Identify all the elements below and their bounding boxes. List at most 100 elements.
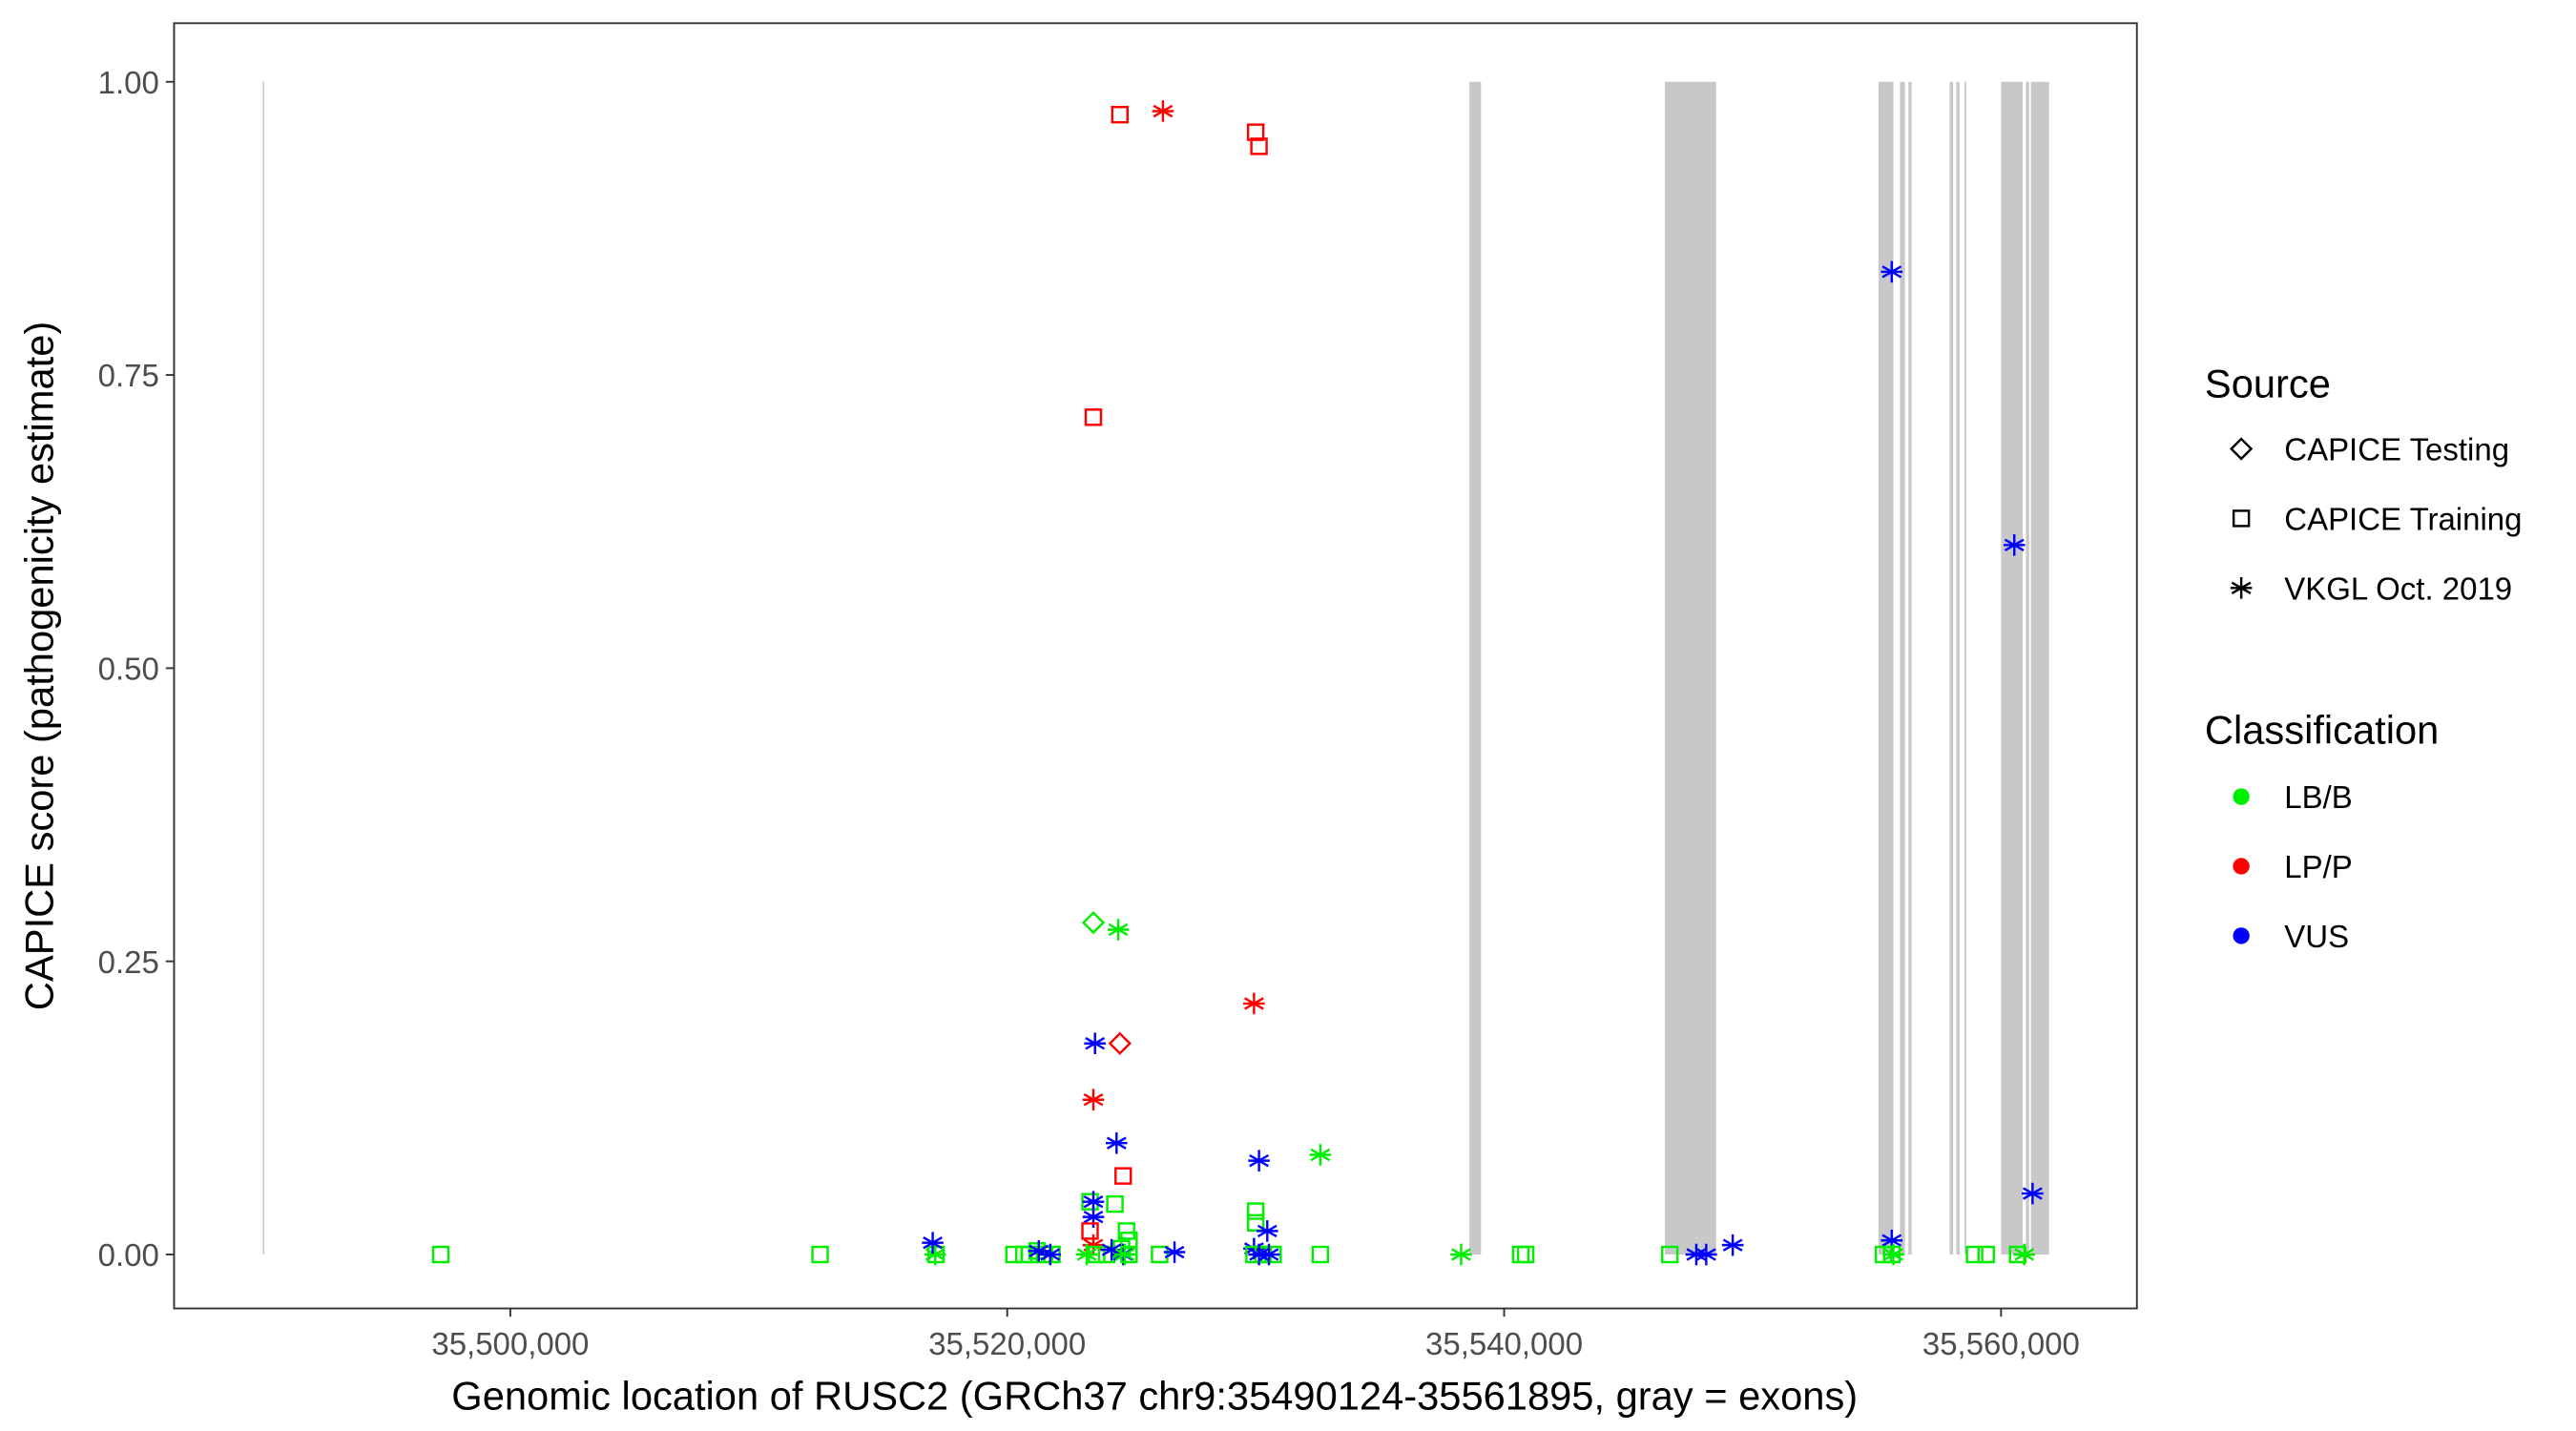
data-point [1250,137,1268,156]
data-point [1106,1131,1128,1154]
y-tick-label: 0.75 [98,358,159,393]
data-point [924,1243,946,1266]
square-marker [1106,1194,1124,1213]
data-point [1084,408,1103,426]
y-tick-label: 1.00 [98,65,159,100]
data-point [1108,1031,1132,1055]
exon-bands [262,81,2049,1255]
square-marker [1311,1245,1330,1264]
data-point [1082,1206,1105,1228]
square-marker [1005,1245,1023,1264]
square-marker [1246,1213,1265,1232]
data-point [1977,1245,1995,1264]
exon-band [1964,81,1966,1255]
legend: Source CAPICE Testing CAPICE Training VKGL… [2205,362,2523,954]
exon-band [2030,81,2049,1255]
legend-source-key [2230,577,2253,599]
data-point [1082,1089,1105,1111]
legend-source-title: Source [2205,362,2331,406]
exon-band [1900,81,1905,1255]
exon-band [262,81,265,1255]
data-point [1248,1150,1270,1172]
square-marker [1114,1167,1132,1185]
data-point [1081,910,1106,935]
legend-class-key [2233,858,2250,875]
data-point [1106,1194,1124,1213]
legend-source-label: VKGL Oct. 2019 [2284,570,2512,606]
legend-class-label: VUS [2284,919,2349,954]
data-point [922,1232,944,1254]
square-marker [1111,105,1129,124]
legend-class-key [2233,788,2250,805]
legend-classification-title: Classification [2205,708,2439,753]
data-point [1151,1245,1169,1264]
data-point [1039,1243,1062,1266]
exon-band [2025,81,2029,1255]
data-point [1246,1202,1265,1220]
exon-band [1949,81,1954,1255]
data-point [2003,534,2025,556]
square-marker [811,1245,829,1264]
data-point [1075,1243,1098,1266]
legend-source-label: CAPICE Training [2284,502,2522,537]
data-point [1163,1241,1186,1263]
diamond-marker [2229,437,2254,461]
legend-class-key [2233,927,2250,944]
plot-panel-border [173,22,2138,1310]
data-points [431,100,2044,1266]
exon-band [1469,81,1482,1255]
data-point [1311,1245,1330,1264]
square-marker [1250,137,1268,156]
square-marker [2232,509,2251,528]
data-point [1660,1245,1679,1264]
exon-band [1956,81,1960,1255]
x-tick-label: 35,540,000 [1425,1326,1583,1361]
x-tick-label: 35,560,000 [1922,1326,2080,1361]
data-point [1309,1144,1332,1166]
data-point [2022,1182,2044,1205]
y-tick-label: 0.50 [98,652,159,687]
square-marker [431,1245,450,1264]
exon-band [1908,81,1912,1255]
square-marker [1511,1245,1530,1264]
square-marker [1081,1222,1099,1240]
x-axis: 35,500,000 35,520,000 35,540,000 35,560,000 [431,1308,2080,1361]
square-marker [1516,1245,1535,1264]
y-axis-label: CAPICE score (pathogenicity estimate) [17,321,62,1010]
data-point [1257,1243,1280,1266]
legend-source-key [2229,437,2254,461]
data-point [1120,1245,1138,1264]
square-marker [1965,1245,1984,1264]
legend-source-key [2232,509,2251,528]
square-marker [1151,1245,1169,1264]
y-axis: 0.00 0.25 0.50 0.75 1.00 [98,65,175,1273]
data-point [1005,1245,1023,1264]
data-point [1111,105,1129,124]
data-point [1081,1222,1099,1240]
data-point [1721,1234,1744,1256]
legend-class-label: LP/P [2284,849,2352,884]
data-point [1117,1222,1135,1240]
data-point [1246,123,1265,141]
diamond-marker [1081,910,1106,935]
data-point [1257,1220,1278,1242]
x-axis-label: Genomic location of RUSC2 (GRCh37 chr9:3… [451,1373,1858,1418]
square-marker [1117,1222,1135,1240]
diamond-marker [1108,1031,1132,1055]
square-marker [1660,1245,1679,1264]
square-marker [1120,1245,1138,1264]
data-point [1243,992,1265,1015]
y-tick-label: 0.25 [98,944,159,980]
data-point [1965,1245,1984,1264]
data-point [1882,1243,1904,1266]
exon-band [1878,81,1894,1255]
exon-band [1664,81,1716,1255]
data-point [1516,1245,1535,1264]
square-marker [1084,408,1103,426]
legend-source-label: CAPICE Testing [2284,432,2509,467]
data-point [1511,1245,1530,1264]
x-tick-label: 35,500,000 [431,1326,589,1361]
square-marker [1246,1202,1265,1220]
data-point [1084,1032,1107,1055]
